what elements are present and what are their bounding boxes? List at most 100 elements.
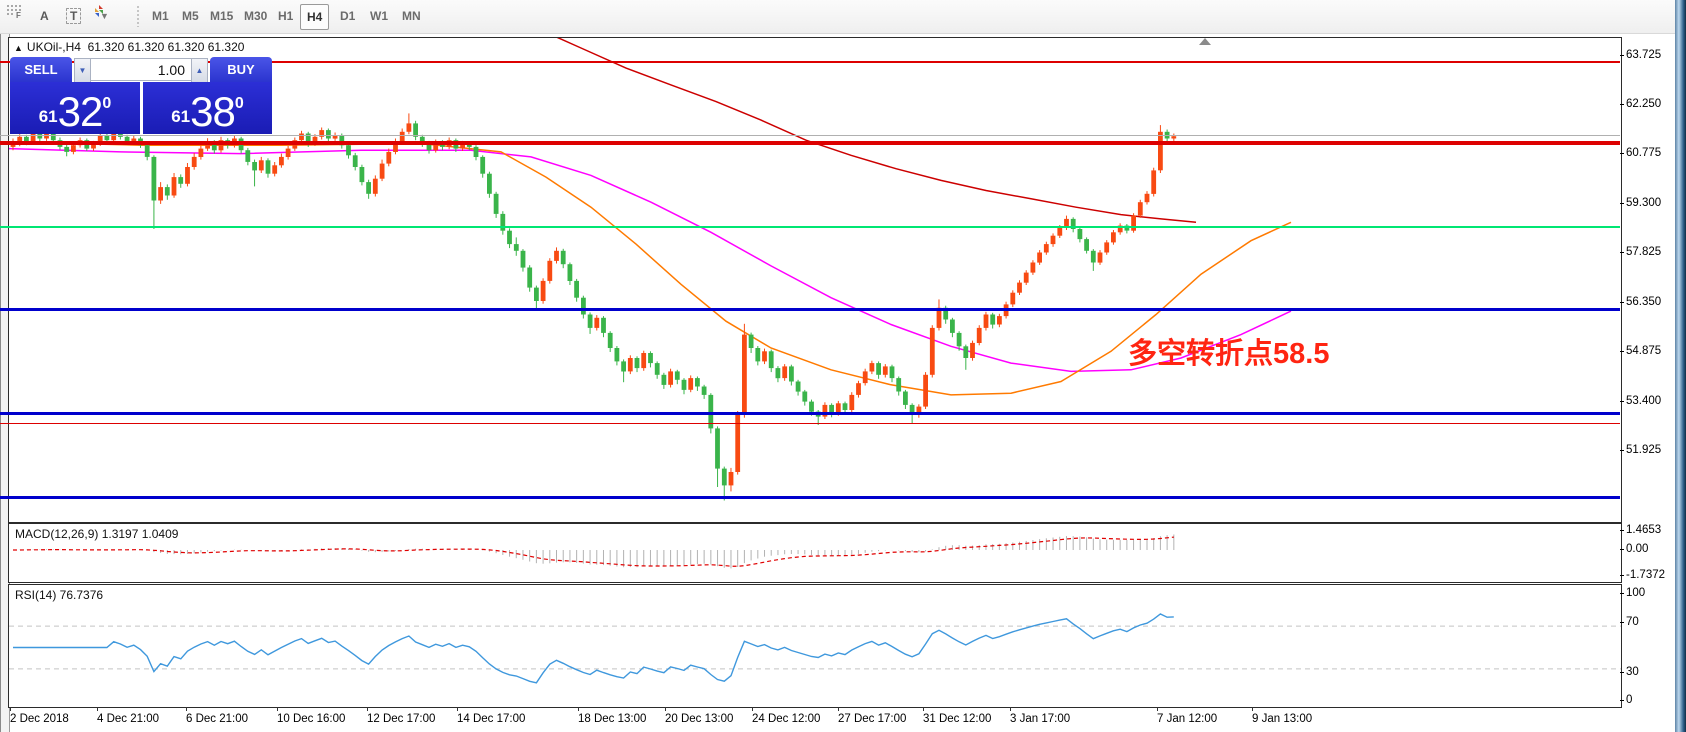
- rsi-panel[interactable]: RSI(14) 76.7376: [8, 584, 1622, 708]
- sell-price-button[interactable]: 61 32 0: [10, 82, 140, 134]
- current-bid-line[interactable]: [0, 135, 1620, 136]
- tf-button-h4-active[interactable]: H4: [300, 4, 330, 30]
- time-label: 31 Dec 12:00: [923, 713, 992, 725]
- time-tick-mark: [277, 707, 278, 711]
- time-tick-mark: [457, 707, 458, 711]
- symbol-timeframe-label: UKOil-,H4: [26, 40, 81, 54]
- ohlc-values: 61.320 61.320 61.320 61.320: [87, 40, 245, 54]
- ma-mid-magenta: [9, 147, 1292, 373]
- axis-tick-mark: [1620, 549, 1624, 550]
- time-tick-mark: [1252, 707, 1253, 711]
- time-tick-mark: [367, 707, 368, 711]
- time-tick-mark: [1010, 707, 1011, 711]
- macd-tick-1.4653: 1.4653: [1626, 524, 1662, 536]
- tf-button-m1[interactable]: M1: [152, 9, 169, 23]
- time-tick-mark: [10, 707, 11, 711]
- text-tool-icon[interactable]: A: [40, 9, 49, 23]
- time-axis[interactable]: 2 Dec 2018 4 Dec 21:00 6 Dec 21:00 10 Dec 1…: [8, 707, 1620, 732]
- time-label: 14 Dec 17:00: [457, 713, 526, 725]
- price-axis[interactable]: 63.50361.32061.08458.56756.11453.02152.7…: [1620, 30, 1675, 732]
- rsi-label: RSI(14) 76.7376: [15, 588, 104, 602]
- rsi-tick-100: 100: [1626, 587, 1646, 599]
- toolbar-grip[interactable]: [136, 5, 141, 27]
- candlestick-plot[interactable]: [9, 38, 1621, 522]
- volume-input[interactable]: [91, 58, 191, 81]
- rsi-tick-70: 70: [1626, 616, 1639, 628]
- price-tick-63.725: 63.725: [1626, 48, 1662, 61]
- chart-header: ▲ UKOil-,H4 61.320 61.320 61.320 61.320: [14, 40, 244, 54]
- price-tick-59.300: 59.300: [1626, 196, 1662, 209]
- time-label: 27 Dec 17:00: [838, 713, 907, 725]
- price-tick-51.925: 51.925: [1626, 444, 1662, 457]
- time-tick-mark: [1157, 707, 1158, 711]
- time-label: 12 Dec 17:00: [367, 713, 436, 725]
- dashed-box-icon: T: [66, 8, 82, 24]
- time-label: 3 Jan 17:00: [1010, 713, 1071, 725]
- price-tick-60.775: 60.775: [1626, 147, 1662, 160]
- time-label: 2 Dec 2018: [10, 713, 69, 725]
- price-tick-57.825: 57.825: [1626, 246, 1662, 259]
- buy-tab[interactable]: BUY: [210, 57, 272, 82]
- volume-increase-button[interactable]: ▲: [191, 58, 208, 83]
- time-label: 10 Dec 16:00: [277, 713, 346, 725]
- fibonacci-grid-icon[interactable]: F: [6, 4, 21, 28]
- tf-button-m30[interactable]: M30: [244, 9, 268, 23]
- macd-plot[interactable]: [9, 524, 1621, 582]
- macd-tick--1.7372: -1.7372: [1626, 569, 1666, 581]
- tf-button-h1[interactable]: H1: [278, 9, 294, 23]
- time-tick-mark: [186, 707, 187, 711]
- hline-63.503[interactable]: [0, 61, 1620, 63]
- axis-tick-mark: [1620, 530, 1624, 531]
- tf-button-m5[interactable]: M5: [182, 9, 199, 23]
- text-annotation[interactable]: 多空转折点58.5: [1128, 338, 1330, 370]
- time-tick-mark: [752, 707, 753, 711]
- time-label: 18 Dec 13:00: [578, 713, 647, 725]
- time-tick-mark: [923, 707, 924, 711]
- hline-61.084[interactable]: [0, 141, 1620, 145]
- time-label: 20 Dec 13:00: [665, 713, 734, 725]
- price-tick-53.400: 53.400: [1626, 394, 1662, 407]
- tf-button-mn[interactable]: MN: [402, 9, 421, 23]
- macd-signal-line: [13, 536, 1174, 567]
- sell-price-small: 61: [38, 107, 58, 126]
- text-label-tool-icon[interactable]: T: [60, 4, 87, 28]
- axis-tick-mark: [1620, 104, 1624, 105]
- toolbar: F A T ▼ M1 M5 M15 M30 H1 H4 D1 W1 MN: [0, 0, 1675, 34]
- axis-tick-mark: [1620, 622, 1624, 623]
- axis-tick-mark: [1620, 54, 1624, 56]
- axis-tick-mark: [1620, 252, 1624, 254]
- ma-slow-red: [556, 38, 1197, 224]
- macd-label: MACD(12,26,9) 1.3197 1.0409: [15, 527, 179, 541]
- rsi-line: [13, 613, 1174, 684]
- rsi-tick-30: 30: [1626, 666, 1639, 678]
- hline-52.724[interactable]: [0, 423, 1620, 424]
- arrows-diamond-icon: [95, 5, 103, 17]
- chart-shift-marker[interactable]: [1199, 38, 1211, 45]
- dot-grid-icon: F: [7, 5, 21, 19]
- axis-tick-mark: [1620, 593, 1624, 594]
- hline-53.021[interactable]: [0, 412, 1620, 415]
- buy-price-button[interactable]: 61 38 0: [143, 82, 272, 134]
- chevron-down-icon: ▼: [100, 11, 109, 21]
- macd-panel[interactable]: MACD(12,26,9) 1.3197 1.0409: [8, 523, 1622, 583]
- time-tick-mark: [665, 707, 666, 711]
- window-right-scrollbar[interactable]: [1675, 0, 1686, 732]
- arrow-tools-icon[interactable]: ▼: [92, 4, 115, 28]
- rsi-plot[interactable]: [9, 585, 1621, 707]
- axis-tick-mark: [1620, 202, 1624, 204]
- sell-price-sup: 0: [102, 95, 112, 112]
- rsi-tick-0: 0: [1626, 694, 1633, 706]
- volume-decrease-button[interactable]: ▼: [74, 58, 91, 83]
- axis-tick-mark: [1620, 301, 1624, 303]
- buy-price-sup: 0: [234, 95, 244, 112]
- price-chart-panel[interactable]: [8, 37, 1622, 523]
- sell-tab[interactable]: SELL: [10, 57, 72, 82]
- tf-button-d1[interactable]: D1: [340, 9, 356, 23]
- time-tick-mark: [578, 707, 579, 711]
- hline-58.567[interactable]: [0, 226, 1620, 228]
- tf-button-m15[interactable]: M15: [210, 9, 234, 23]
- tf-button-w1[interactable]: W1: [370, 9, 388, 23]
- hline-50.522[interactable]: [0, 496, 1620, 499]
- time-label: 6 Dec 21:00: [186, 713, 249, 725]
- hline-56.114[interactable]: [0, 308, 1620, 311]
